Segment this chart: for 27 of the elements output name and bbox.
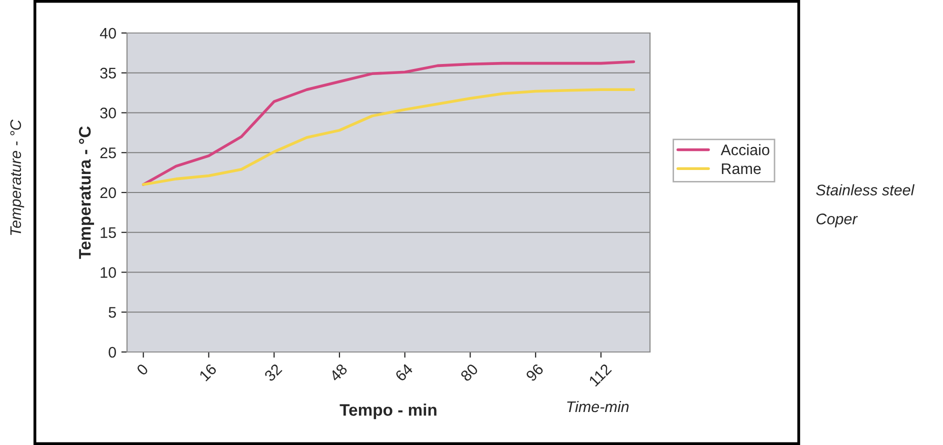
x-tick-label: 80 (460, 363, 479, 382)
y-tick-label: 35 (100, 68, 116, 79)
y-tick-label: 5 (108, 307, 116, 318)
y-axis-title: Temperatura - °C (78, 126, 94, 259)
legend-label: Rame (722, 163, 761, 174)
y-tick-label: 20 (100, 187, 116, 198)
text: Temperature - °C (10, 120, 24, 236)
x-tick-label: 32 (264, 363, 282, 382)
line-series (142, 88, 636, 186)
x-tick-label: 112 (588, 363, 612, 387)
x-tick-label: 96 (525, 363, 544, 382)
x-tick-label: 64 (394, 363, 414, 382)
text: Stainless steel (816, 184, 915, 196)
x-tick-label: 0 (136, 363, 149, 376)
y-tick-label: 10 (100, 267, 116, 278)
y-tick-label: 40 (100, 28, 116, 39)
y-tick-label: 15 (100, 227, 116, 238)
legend-label: Acciaio (720, 144, 770, 156)
text: Time-min (567, 400, 629, 412)
y-tick-label: 25 (100, 147, 116, 158)
y-tick-label: 0 (108, 346, 116, 358)
line-series (142, 60, 636, 186)
x-tick-label: 16 (198, 363, 218, 382)
text: Coper (816, 214, 858, 228)
x-tick-label: 48 (328, 363, 348, 382)
y-tick-label: 30 (100, 108, 116, 118)
x-axis-title: Tempo - min (340, 404, 436, 420)
